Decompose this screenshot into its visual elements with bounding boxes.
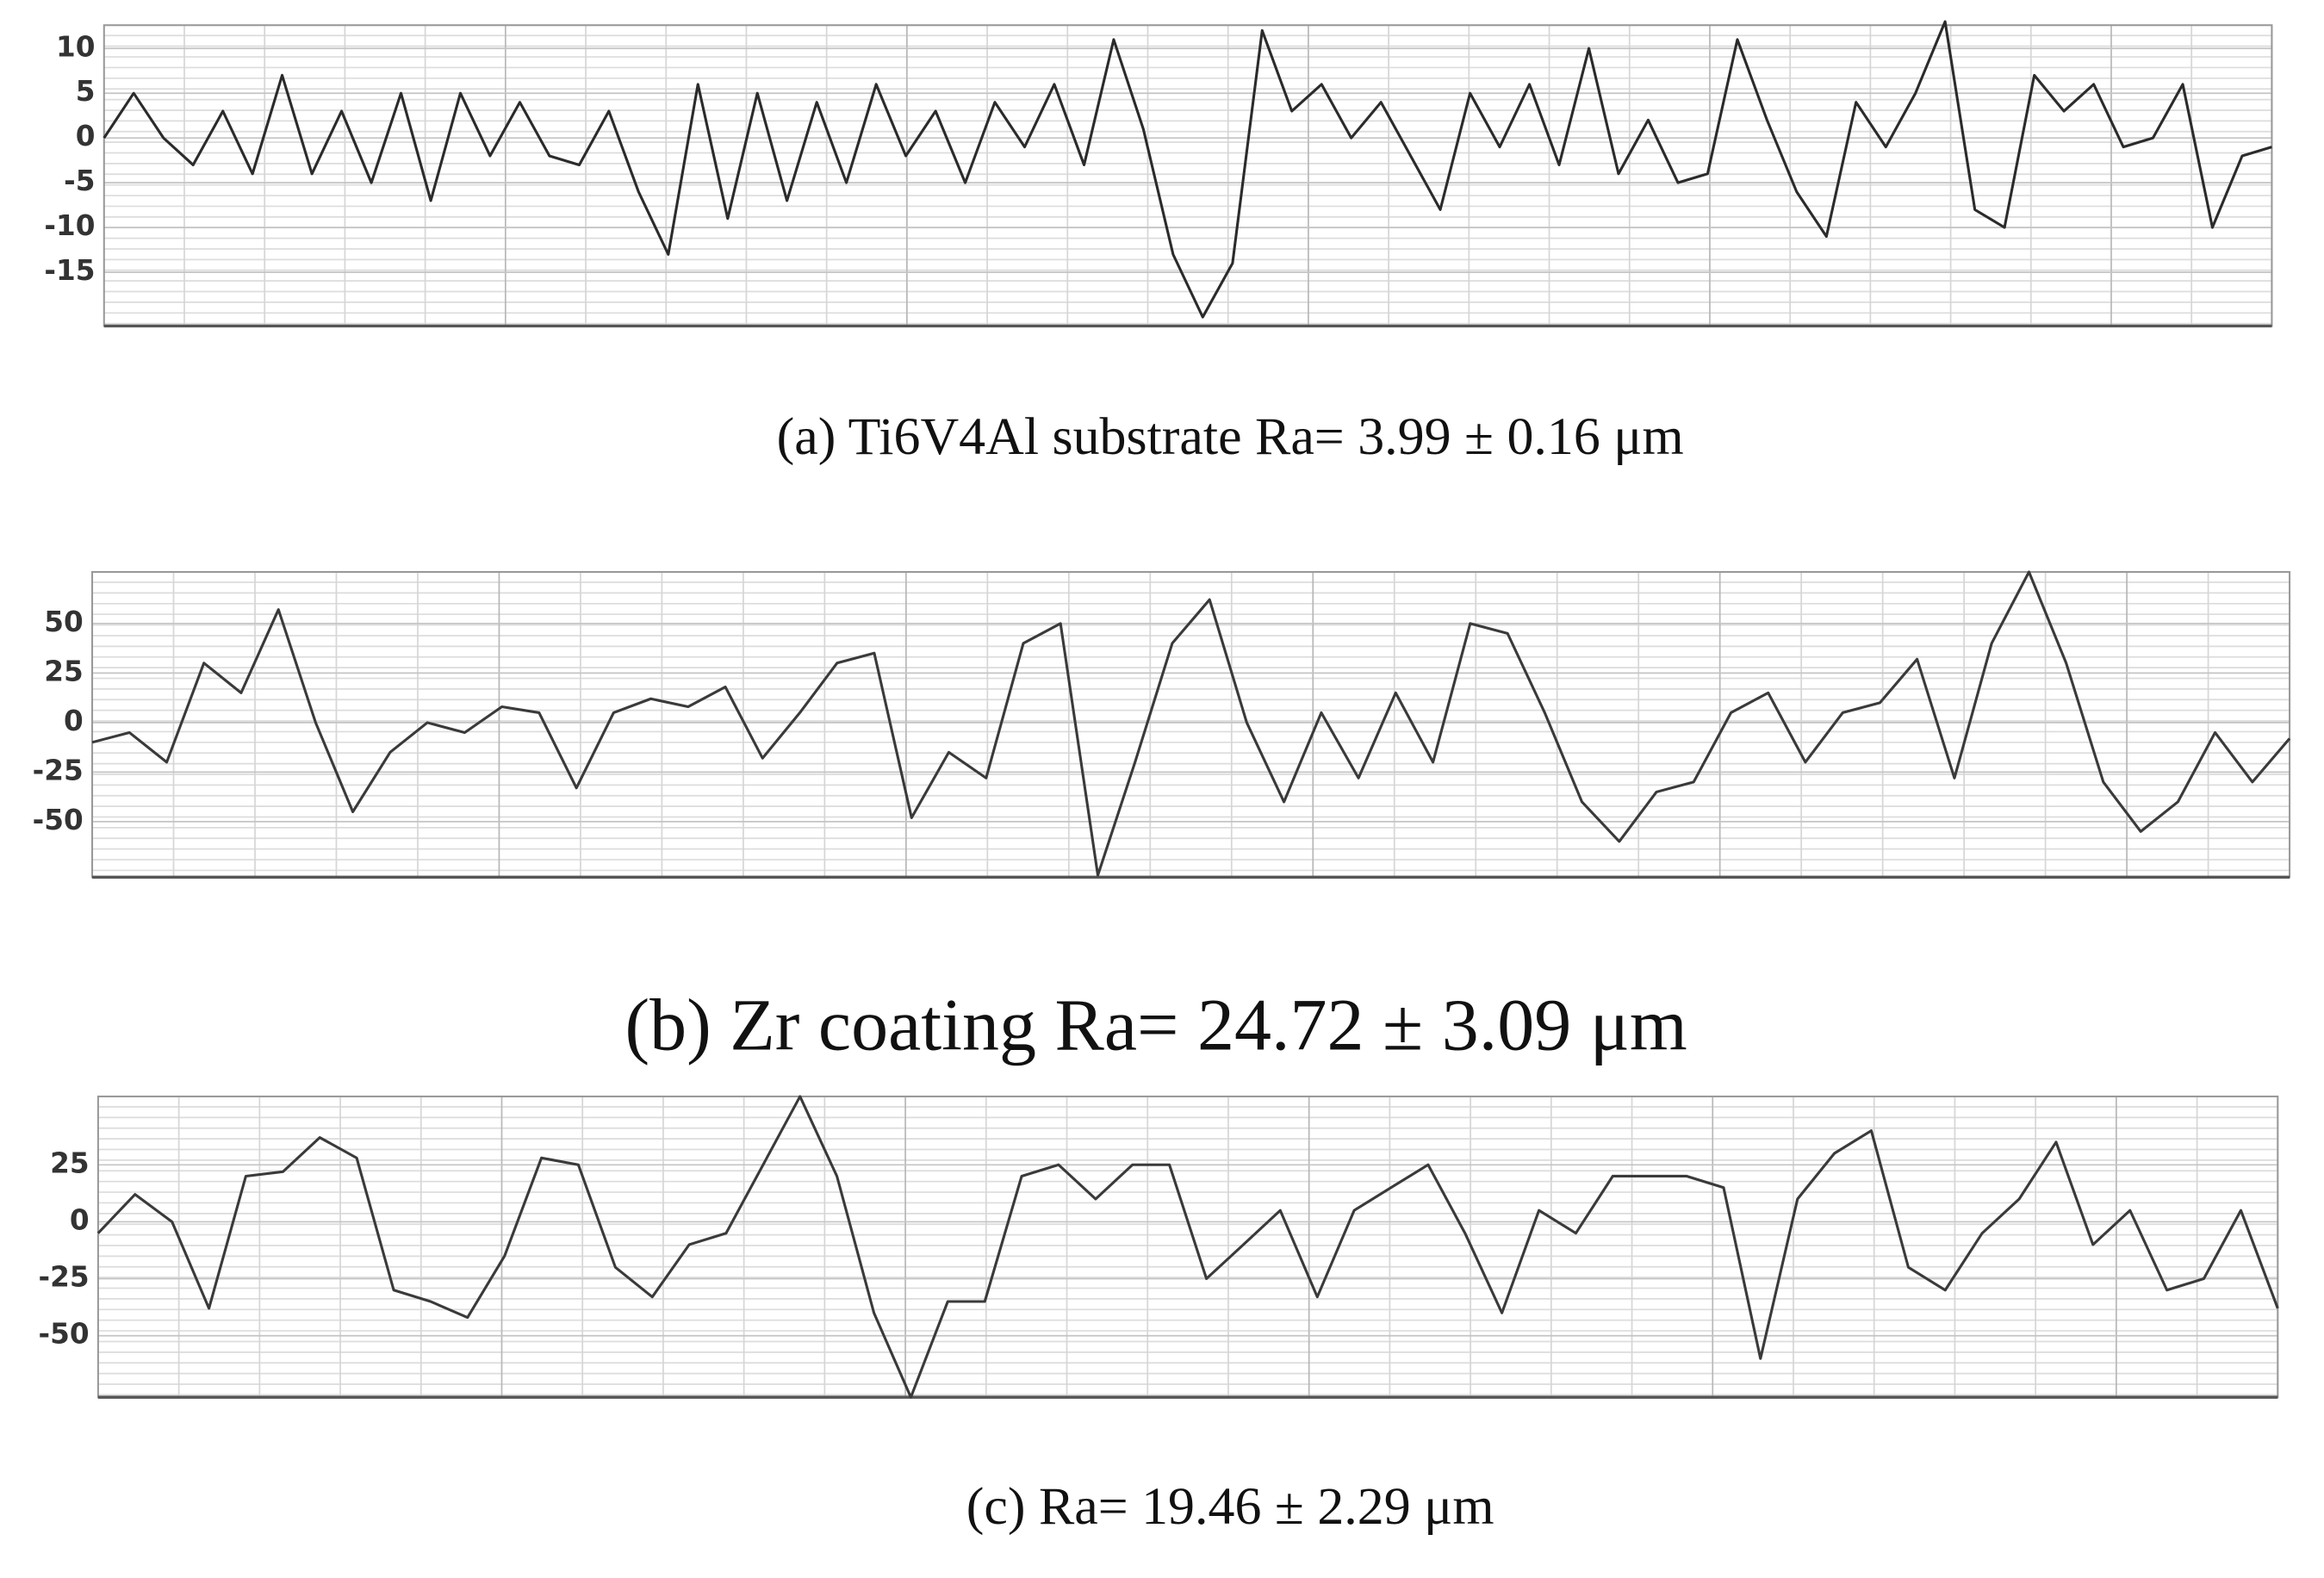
profile-line: [96, 1095, 2279, 1399]
y-tick-label: -10: [44, 209, 95, 242]
y-tick-label: 50: [44, 606, 83, 638]
y-tick-label: 10: [56, 30, 95, 63]
profile-line: [103, 20, 2272, 319]
y-tick-label: -25: [33, 754, 84, 786]
plot-area: [103, 25, 2272, 326]
y-tick-label: -5: [64, 165, 95, 197]
y-tick-label: -25: [39, 1261, 90, 1294]
plot-area: [97, 1096, 2278, 1398]
profile-line: [91, 570, 2291, 877]
caption: (c) Ra= 19.46 ± 2.29 μm: [966, 1477, 1494, 1536]
y-tick-label: 25: [44, 655, 83, 687]
caption: (b) Zr coating Ra= 24.72 ± 3.09 μm: [624, 984, 1687, 1066]
y-tick-label: -15: [44, 254, 95, 287]
caption: (a) Ti6V4Al substrate Ra= 3.99 ± 0.16 μm: [777, 407, 1684, 466]
y-tick-label: -50: [33, 804, 84, 836]
y-tick-label: 0: [76, 120, 96, 152]
y-tick-label: 0: [64, 705, 84, 737]
y-tick-label: 25: [50, 1146, 89, 1179]
y-tick-label: 0: [70, 1203, 90, 1236]
y-tick-label: 5: [76, 75, 96, 108]
y-tick-label: -50: [39, 1318, 90, 1351]
plot-area: [92, 571, 2290, 878]
